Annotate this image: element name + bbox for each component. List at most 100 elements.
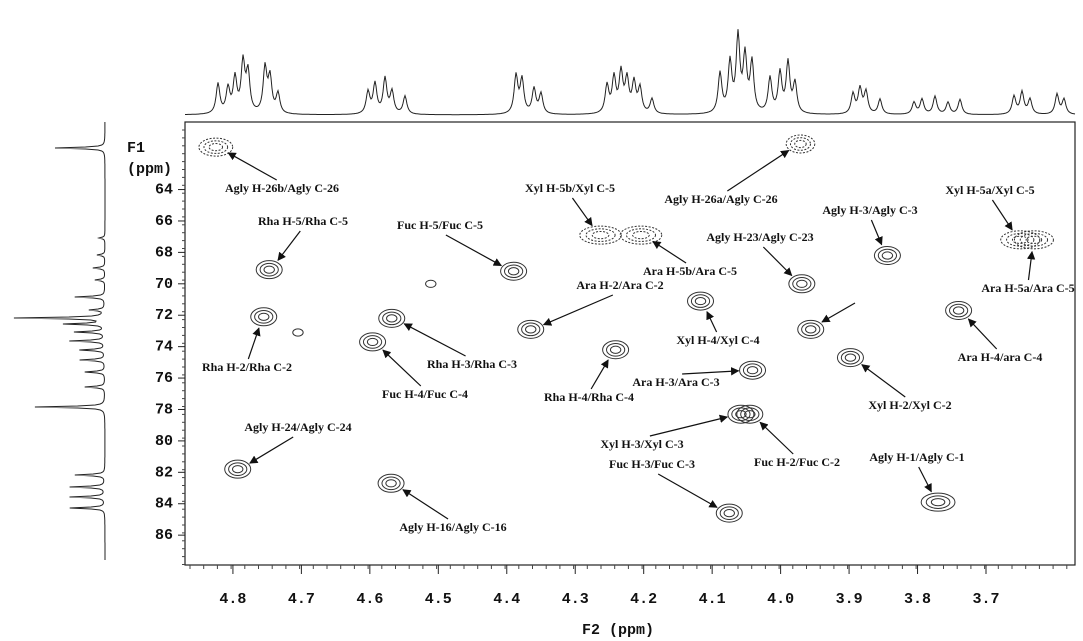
annotation-arrow — [682, 367, 740, 376]
peak-label: Xyl H-5b/Xyl C-5 — [525, 181, 615, 195]
peak-label: Xyl H-2/Xyl C-2 — [868, 398, 951, 412]
contour — [690, 294, 711, 308]
contour — [500, 261, 528, 281]
contour — [381, 476, 401, 491]
annotation-arrow — [247, 327, 261, 360]
peak-label: Agly H-24/Agly C-24 — [244, 420, 351, 434]
y-tick-label: 78 — [155, 401, 173, 418]
contour — [517, 319, 545, 339]
x-tick-label: 3.7 — [972, 591, 999, 608]
annotation-arrow — [403, 323, 466, 357]
cross-peak — [224, 459, 252, 479]
cross-peak — [788, 274, 816, 294]
peak-label: Fuc H-3/Fuc C-3 — [609, 457, 695, 471]
contour — [789, 137, 811, 151]
contour — [198, 137, 234, 157]
contour — [254, 309, 274, 324]
cross-peak — [797, 319, 825, 339]
contour — [794, 139, 807, 149]
contour — [1006, 233, 1035, 247]
contour — [945, 301, 973, 321]
contour — [292, 328, 304, 337]
annotation-arrow — [759, 421, 794, 455]
peak-label: Fuc H-2/Fuc C-2 — [754, 455, 840, 469]
cross-peak — [255, 260, 283, 280]
peak-label: Rha H-2/Rha C-2 — [202, 360, 292, 374]
cross-peak — [602, 340, 630, 360]
x-tick-label: 4.4 — [493, 591, 520, 608]
annotation-arrow — [542, 294, 614, 326]
cross-peak — [292, 328, 304, 337]
x-axis-label: F2 (ppm) — [582, 622, 654, 639]
contour — [255, 260, 283, 280]
annotation-arrow — [821, 302, 856, 323]
contour — [836, 348, 864, 368]
cross-peak — [378, 308, 406, 328]
peak-label: Rha H-5/Rha C-5 — [258, 214, 348, 228]
contour — [224, 459, 252, 479]
annotation-arrow — [227, 152, 277, 181]
contour — [366, 337, 379, 347]
contour — [382, 311, 402, 326]
annotation-arrow — [590, 359, 609, 390]
contour — [952, 306, 965, 315]
contour — [687, 291, 715, 311]
cross-peak — [1013, 230, 1054, 250]
contour — [203, 140, 229, 154]
contour — [632, 231, 650, 240]
contour — [740, 407, 760, 421]
contour — [625, 228, 657, 242]
y-tick-label: 66 — [155, 213, 173, 230]
contour — [504, 264, 524, 279]
peak-label: Ara H-5a/Ara C-5 — [981, 281, 1074, 295]
y-tick-label: 84 — [155, 496, 173, 513]
contour — [1011, 235, 1029, 244]
cross-peak — [579, 225, 622, 245]
peak-label: Agly H-16/Agly C-16 — [399, 520, 506, 534]
contour — [521, 322, 541, 337]
contour — [1000, 230, 1041, 250]
contour — [742, 363, 763, 378]
y-axis-label: (ppm) — [127, 161, 172, 178]
x-tick-label: 4.2 — [630, 591, 657, 608]
contour — [723, 509, 735, 518]
contour — [228, 462, 248, 476]
y-tick-label: 82 — [155, 464, 173, 481]
peak-label: Xyl H-4/Xyl C-4 — [676, 333, 759, 347]
x-tick-label: 3.9 — [836, 591, 863, 608]
f2-projection — [185, 29, 1076, 116]
annotation-arrow — [991, 199, 1013, 231]
contour — [525, 325, 537, 334]
contour — [925, 495, 951, 509]
peak-label: Fuc H-5/Fuc C-5 — [397, 218, 483, 232]
peak-label: Xyl H-3/Xyl C-3 — [600, 437, 683, 451]
contour — [796, 279, 808, 288]
cross-peak — [920, 492, 956, 512]
x-tick-label: 4.8 — [219, 591, 246, 608]
y-tick-label: 64 — [155, 182, 173, 199]
contour — [609, 345, 622, 354]
cross-peak — [250, 307, 278, 327]
contour — [425, 279, 437, 288]
contour — [844, 353, 857, 362]
contour — [949, 303, 969, 318]
annotation-arrow — [762, 246, 793, 277]
annotation-arrow — [402, 489, 449, 520]
peak-label: Fuc H-4/Fuc C-4 — [382, 387, 468, 401]
y-tick-label: 74 — [155, 339, 173, 356]
contour — [385, 479, 397, 488]
x-tick-label: 3.8 — [904, 591, 931, 608]
annotation-arrow — [1026, 250, 1036, 281]
annotation-arrow — [706, 310, 718, 333]
contour — [719, 506, 739, 520]
annotation-arrow — [918, 466, 932, 493]
cross-peak — [836, 348, 864, 368]
cross-peak — [359, 332, 387, 352]
y-tick-label: 80 — [155, 433, 173, 450]
annotation-arrow — [727, 149, 790, 192]
contour — [1013, 230, 1054, 250]
cross-peak — [377, 473, 405, 493]
peak-label: Agly H-26b/Agly C-26 — [225, 181, 339, 195]
annotation-arrow — [870, 219, 883, 246]
